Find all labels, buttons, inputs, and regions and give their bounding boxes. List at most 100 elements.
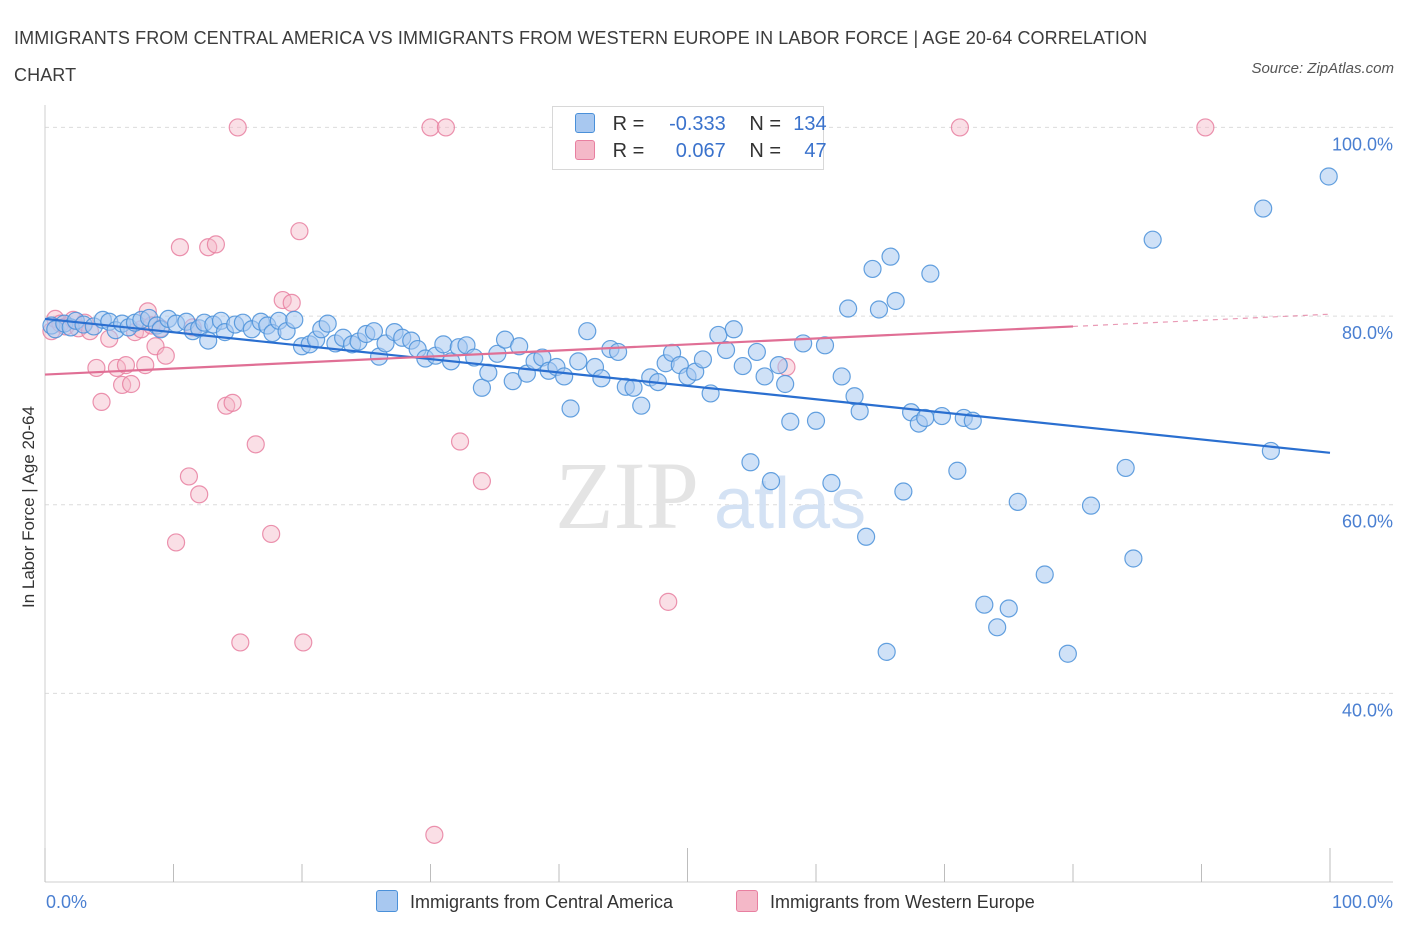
data-point-central-america: [1319, 167, 1338, 186]
data-point-western-europe: [228, 118, 247, 137]
data-point-central-america: [877, 642, 896, 661]
legend-swatch-blue: [575, 113, 595, 133]
data-point-central-america: [569, 352, 588, 371]
data-point-central-america: [716, 340, 736, 360]
legend-row-blue: R = -0.333 N = 134: [575, 113, 827, 137]
data-point-central-america: [815, 336, 835, 355]
data-point-western-europe: [262, 524, 281, 544]
data-point-central-america: [932, 406, 952, 426]
data-point-central-america: [503, 372, 522, 391]
y-tick-label: 60.0%: [1342, 512, 1393, 532]
data-point-western-europe: [950, 118, 970, 137]
trend-line-western-europe: [44, 325, 1074, 376]
data-point-western-europe: [87, 358, 106, 378]
data-point-central-america: [632, 396, 651, 415]
data-point-central-america: [948, 461, 967, 480]
data-point-central-america: [886, 291, 905, 311]
trend-line-western-europe-extension: [1072, 313, 1331, 328]
data-point-western-europe: [206, 235, 226, 254]
data-point-central-america: [578, 322, 597, 341]
data-point-western-europe: [170, 238, 190, 257]
data-point-western-europe: [223, 393, 242, 412]
blue-series: [42, 167, 1338, 663]
data-point-central-america: [709, 325, 728, 345]
data-point-central-america: [733, 356, 752, 376]
data-point-central-america: [561, 399, 580, 418]
data-point-western-europe: [156, 346, 175, 365]
data-point-central-america: [761, 472, 781, 491]
data-point-central-america: [975, 595, 994, 614]
data-point-central-america: [806, 411, 826, 430]
data-point-central-america: [510, 337, 529, 356]
x-tick-label: 100.0%: [1332, 892, 1393, 912]
trend-line-central-america: [44, 317, 1331, 454]
trend-lines: [44, 313, 1331, 454]
data-point-central-america: [364, 322, 384, 341]
legend-r-label: R =: [612, 113, 645, 135]
data-point-western-europe: [659, 592, 678, 611]
data-point-western-europe: [1196, 118, 1215, 137]
watermark: ZIP atlas: [555, 442, 866, 549]
legend-row-pink: R = 0.067 N = 47: [575, 140, 827, 164]
data-point-central-america: [881, 247, 900, 266]
data-point-western-europe: [166, 533, 186, 552]
legend-n-label: N =: [749, 140, 782, 162]
data-point-central-america: [988, 618, 1007, 637]
data-point-central-america: [894, 482, 913, 501]
data-point-western-europe: [472, 472, 491, 491]
data-point-central-america: [1124, 549, 1143, 568]
legend-item-western-europe: Immigrants from Western Europe: [736, 890, 1035, 913]
data-point-central-america: [1035, 565, 1054, 584]
data-point-central-america: [1143, 230, 1162, 249]
data-point-central-america: [285, 310, 304, 329]
data-point-western-europe: [294, 633, 313, 652]
data-point-central-america: [869, 300, 889, 319]
legend-n-value-pink: 47: [804, 140, 827, 162]
data-point-western-europe: [231, 633, 250, 652]
data-point-central-america: [822, 473, 841, 493]
data-point-central-america: [839, 299, 858, 318]
data-point-western-europe: [450, 432, 470, 451]
data-point-central-america: [921, 264, 940, 283]
data-point-central-america: [776, 374, 795, 394]
watermark-atlas: atlas: [714, 464, 866, 544]
data-point-central-america: [1008, 492, 1027, 511]
watermark-zip: ZIP: [555, 442, 699, 549]
data-point-central-america: [1058, 644, 1077, 663]
y-tick-label: 40.0%: [1342, 700, 1393, 720]
data-point-central-america: [318, 314, 337, 333]
data-point-central-america: [472, 378, 491, 397]
data-point-central-america: [832, 367, 851, 386]
data-point-central-america: [755, 367, 774, 386]
data-point-central-america: [999, 599, 1018, 618]
legend-label-western-europe: Immigrants from Western Europe: [770, 892, 1035, 912]
data-point-central-america: [724, 320, 743, 339]
data-point-central-america: [1254, 199, 1273, 218]
axes: [44, 105, 1393, 883]
data-point-central-america: [609, 342, 628, 362]
data-point-central-america: [863, 259, 882, 279]
x-tick-label: 0.0%: [46, 892, 87, 912]
data-point-central-america: [769, 356, 788, 375]
data-point-western-europe: [179, 467, 199, 486]
gridlines: [45, 126, 1393, 694]
y-tick-label: 100.0%: [1332, 134, 1393, 154]
data-point-central-america: [555, 367, 574, 386]
legend-r-value-blue: -0.333: [669, 113, 726, 135]
data-point-central-america: [693, 350, 713, 369]
legend-n-label: N =: [749, 113, 782, 135]
data-point-western-europe: [425, 825, 444, 844]
data-point-central-america: [794, 334, 813, 353]
legend-swatch-pink: [575, 140, 595, 160]
tick-labels: 0.0% 100.0% 100.0% 80.0% 60.0% 40.0%: [46, 134, 1393, 912]
legend-label-central-america: Immigrants from Central America: [410, 892, 674, 912]
data-point-central-america: [434, 335, 453, 354]
legend-n-value-blue: 134: [793, 113, 827, 135]
legend-r-value-pink: 0.067: [675, 140, 726, 162]
data-point-central-america: [857, 527, 876, 546]
legend-item-central-america: Immigrants from Central America: [376, 890, 673, 913]
legend-swatch-central-america: [376, 890, 398, 912]
data-point-western-europe: [92, 392, 111, 412]
data-point-western-europe: [190, 485, 209, 504]
